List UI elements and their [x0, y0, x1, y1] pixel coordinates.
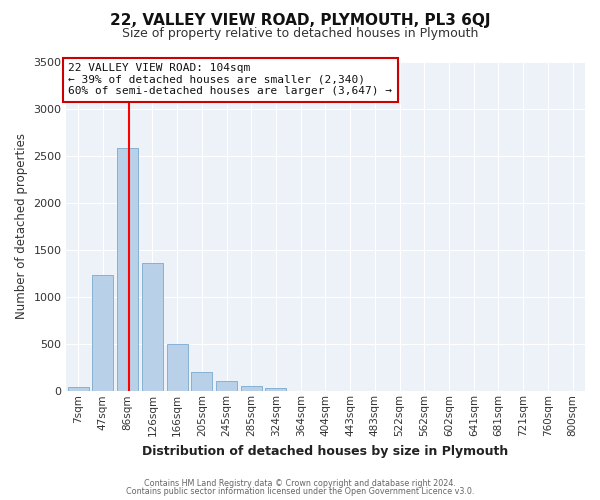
Bar [68, 386, 89, 392]
Y-axis label: Number of detached properties: Number of detached properties [15, 134, 28, 320]
Bar [241, 386, 262, 392]
Text: Size of property relative to detached houses in Plymouth: Size of property relative to detached ho… [122, 28, 478, 40]
Bar [117, 148, 138, 392]
Text: 22 VALLEY VIEW ROAD: 104sqm
← 39% of detached houses are smaller (2,340)
60% of : 22 VALLEY VIEW ROAD: 104sqm ← 39% of det… [68, 63, 392, 96]
Bar [167, 344, 188, 392]
Bar [92, 276, 113, 392]
Text: 22, VALLEY VIEW ROAD, PLYMOUTH, PL3 6QJ: 22, VALLEY VIEW ROAD, PLYMOUTH, PL3 6QJ [110, 12, 490, 28]
Text: Contains HM Land Registry data © Crown copyright and database right 2024.: Contains HM Land Registry data © Crown c… [144, 478, 456, 488]
Text: Contains public sector information licensed under the Open Government Licence v3: Contains public sector information licen… [126, 487, 474, 496]
Bar [265, 388, 286, 392]
Bar [216, 381, 237, 392]
Bar [191, 372, 212, 392]
X-axis label: Distribution of detached houses by size in Plymouth: Distribution of detached houses by size … [142, 444, 509, 458]
Bar [142, 263, 163, 392]
